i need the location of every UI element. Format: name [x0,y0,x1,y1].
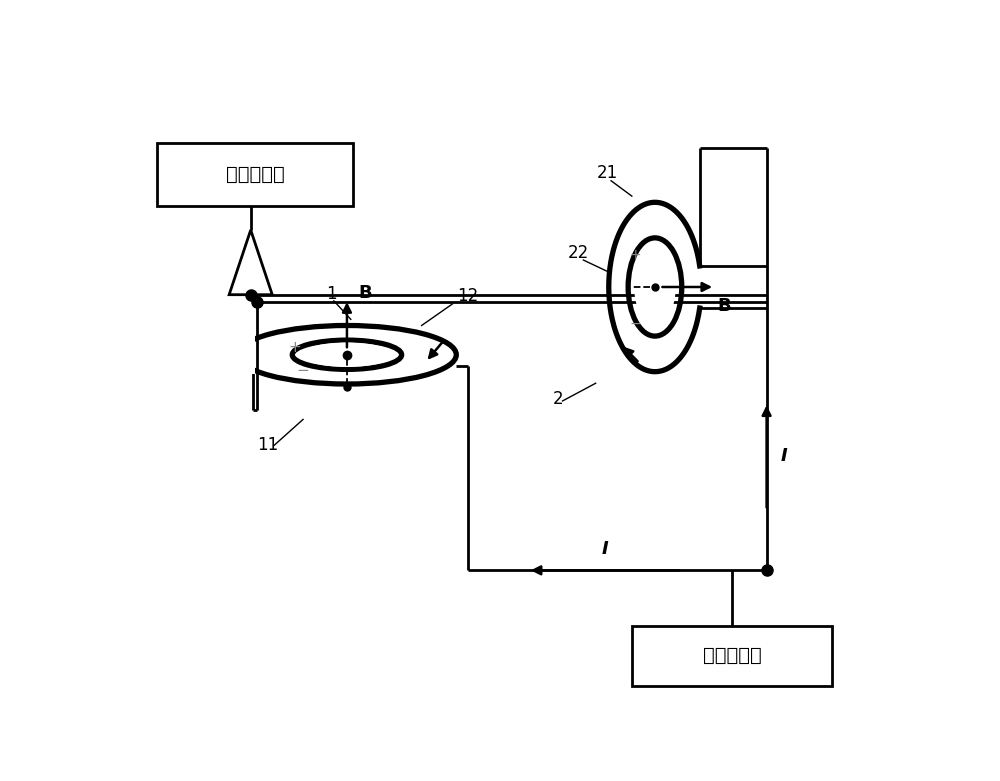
Bar [157,143,353,206]
Bar [231,336,255,374]
Text: 21: 21 [597,164,618,182]
Text: 22: 22 [568,244,589,262]
Text: +: + [288,340,301,355]
Text: −: − [296,362,309,378]
Text: 响应输入端: 响应输入端 [226,165,284,184]
Ellipse shape [301,342,393,367]
Bar [632,626,832,686]
Text: I: I [780,448,787,465]
Text: B: B [358,284,372,302]
Ellipse shape [634,249,676,325]
Text: 12: 12 [457,287,478,305]
Text: 激励输出端: 激励输出端 [703,647,761,665]
Text: 2: 2 [553,390,563,408]
Text: B: B [717,298,731,316]
Text: +: + [630,248,642,262]
Text: −: − [630,317,642,331]
Text: I: I [602,540,608,558]
Text: 11: 11 [257,437,278,455]
Text: 1: 1 [326,284,337,302]
